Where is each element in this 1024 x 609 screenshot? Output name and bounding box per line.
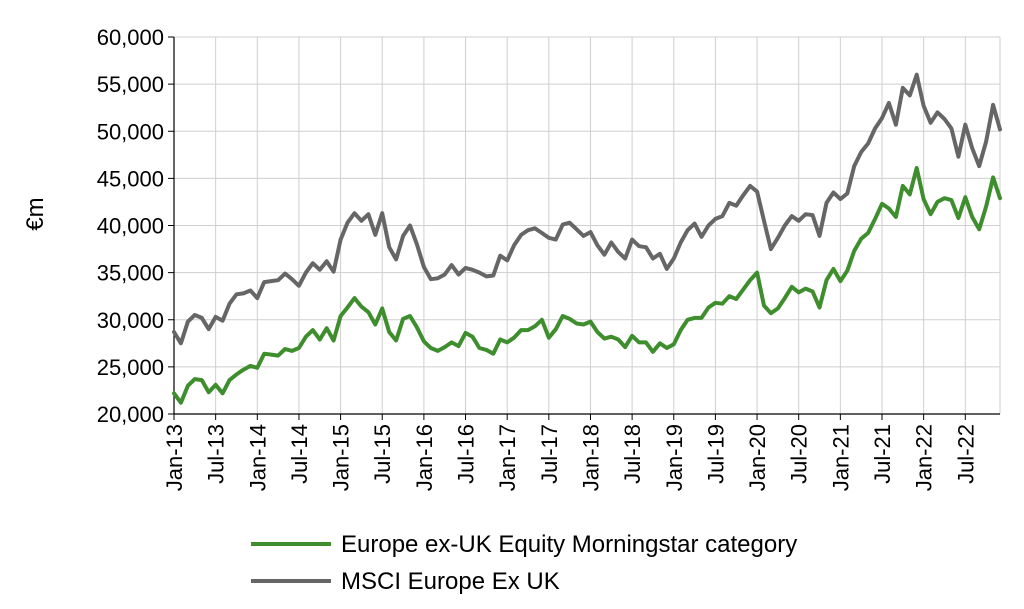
x-tick-label: Jan-19 — [662, 424, 687, 491]
series-lines — [172, 72, 1002, 405]
y-tick-label: 60,000 — [97, 25, 164, 50]
x-tick-label: Jan-15 — [329, 424, 354, 491]
y-tick-label: 35,000 — [97, 261, 164, 286]
x-tick-label: Jan-17 — [495, 424, 520, 491]
series-line-europe-ex-uk — [172, 166, 1002, 405]
x-tick-label: Jul-22 — [953, 424, 978, 484]
x-tick-label: Jul-16 — [454, 424, 479, 484]
x-tick-label: Jan-16 — [412, 424, 437, 491]
x-tick-label: Jan-18 — [578, 424, 603, 491]
y-tick-label: 40,000 — [97, 214, 164, 239]
x-tick-labels: Jan-13 Jul-13 Jan-14 Jul-14 Jan-15 Jul-15 Jan-… — [162, 414, 978, 491]
x-tick-label: Jul-17 — [537, 424, 562, 484]
y-tick-label: 45,000 — [97, 166, 164, 191]
y-tick-labels: 20,000 25,000 30,000 35,000 40,000 45,000 50,0… — [97, 25, 174, 427]
y-tick-label: 20,000 — [97, 402, 164, 427]
y-axis-title: €m — [22, 197, 49, 230]
x-tick-label: Jan-14 — [245, 424, 270, 491]
gridlines — [173, 36, 1001, 414]
y-tick-label: 55,000 — [97, 72, 164, 97]
legend: Europe ex-UK Equity Morningstar category… — [251, 531, 797, 595]
x-tick-label: Jul-19 — [703, 424, 728, 484]
x-tick-label: Jan-21 — [828, 424, 853, 491]
x-tick-label: Jul-20 — [787, 424, 812, 484]
x-tick-label: Jul-21 — [870, 424, 895, 484]
legend-label-msci-europe-ex-uk: MSCI Europe Ex UK — [341, 568, 560, 595]
series-line-msci-europe-ex-uk — [172, 72, 1002, 346]
legend-label-europe-ex-uk: Europe ex-UK Equity Morningstar category — [341, 531, 797, 558]
x-tick-label: Jul-18 — [620, 424, 645, 484]
legend-item-msci-europe-ex-uk: MSCI Europe Ex UK — [251, 568, 560, 595]
x-tick-label: Jul-13 — [204, 424, 229, 484]
x-tick-label: Jan-22 — [912, 424, 937, 491]
y-tick-label: 30,000 — [97, 308, 164, 333]
x-tick-label: Jul-15 — [370, 424, 395, 484]
legend-item-europe-ex-uk: Europe ex-UK Equity Morningstar category — [251, 531, 797, 558]
x-tick-label: Jan-20 — [745, 424, 770, 491]
y-tick-label: 50,000 — [97, 119, 164, 144]
x-tick-label: Jul-14 — [287, 424, 312, 484]
y-tick-label: 25,000 — [97, 355, 164, 380]
x-tick-label: Jan-13 — [162, 424, 187, 491]
